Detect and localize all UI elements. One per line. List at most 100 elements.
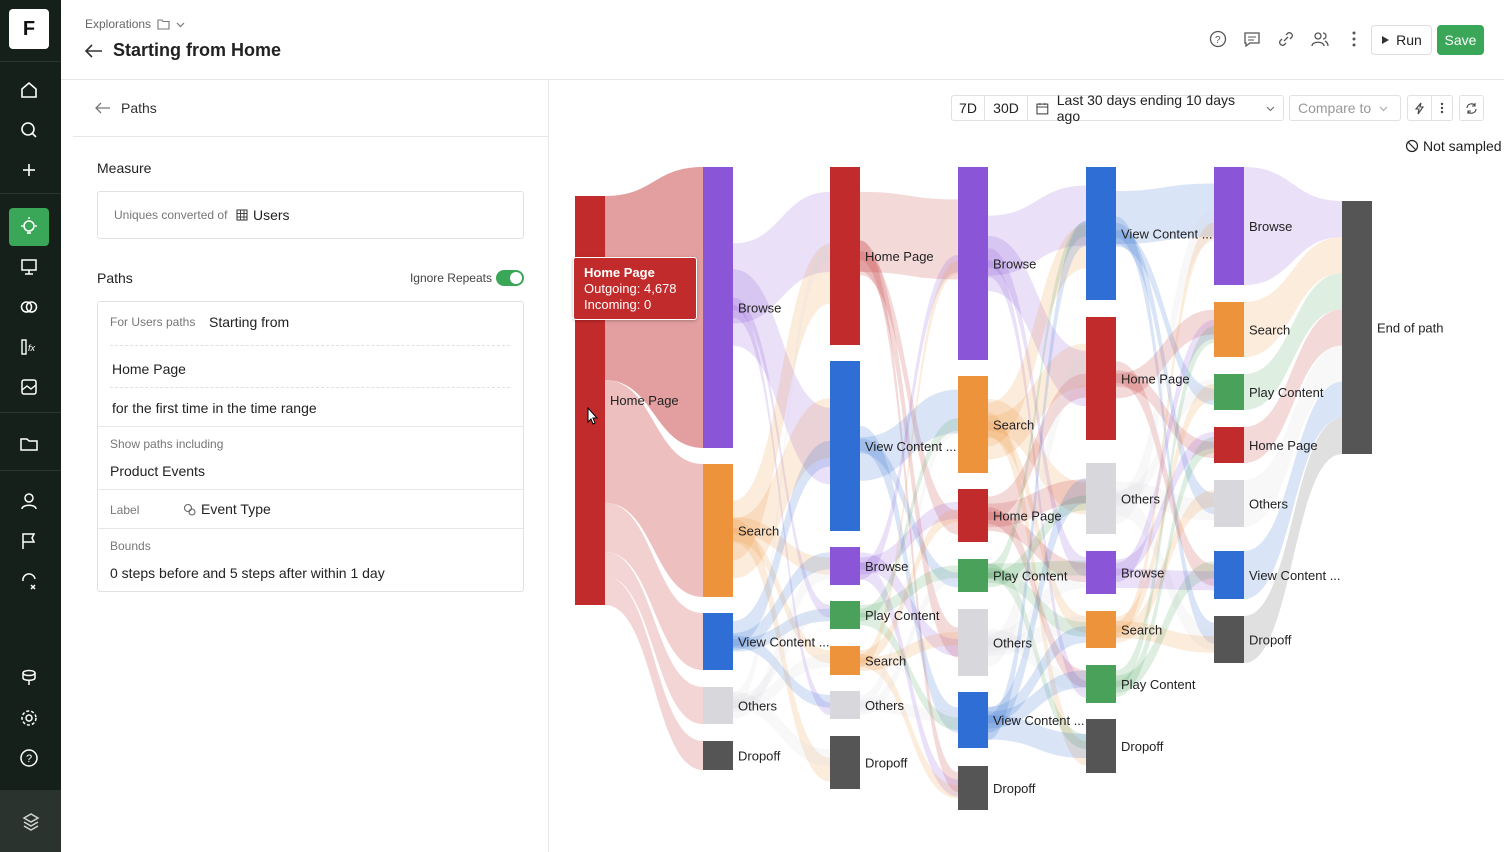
sankey-link[interactable] — [860, 418, 958, 622]
starting-from-select[interactable]: Starting from — [209, 314, 290, 330]
app-logo[interactable]: F — [9, 9, 49, 49]
sankey-link[interactable] — [733, 440, 830, 647]
sankey-link[interactable] — [733, 518, 830, 782]
sankey-node[interactable] — [830, 736, 860, 789]
sankey-node[interactable] — [830, 691, 860, 719]
sankey-link[interactable] — [1116, 494, 1214, 651]
sankey-link[interactable] — [860, 251, 958, 535]
sankey-link[interactable] — [1244, 273, 1342, 410]
sankey-link[interactable] — [733, 604, 830, 709]
sankey-link[interactable] — [860, 240, 958, 792]
sankey-link[interactable] — [1244, 381, 1342, 599]
sankey-link[interactable] — [605, 551, 703, 724]
sankey-link[interactable] — [860, 653, 958, 799]
ignore-repeats-toggle[interactable] — [496, 270, 524, 286]
sankey-node[interactable] — [1086, 719, 1116, 773]
date-range-select[interactable]: Last 30 days ending 10 days ago — [1027, 92, 1284, 124]
sankey-link[interactable] — [860, 421, 958, 708]
sankey-link[interactable] — [733, 516, 830, 575]
sankey-link[interactable] — [733, 692, 830, 766]
sankey-link[interactable] — [605, 502, 703, 670]
sankey-link[interactable] — [733, 552, 830, 651]
sankey-link[interactable] — [860, 508, 958, 664]
sankey-link[interactable] — [988, 260, 1086, 698]
sankey-link[interactable] — [733, 398, 830, 579]
sankey-node[interactable] — [1086, 665, 1116, 703]
sankey-link[interactable] — [733, 527, 830, 664]
sankey-link[interactable] — [1116, 432, 1214, 576]
search-icon[interactable] — [12, 113, 46, 147]
sankey-link[interactable] — [1116, 481, 1214, 521]
sankey-link[interactable] — [988, 616, 1086, 656]
sankey-node[interactable] — [1086, 551, 1116, 594]
breadcrumb[interactable]: Explorations — [85, 17, 185, 31]
sankey-link[interactable] — [988, 568, 1086, 637]
presentation-icon[interactable] — [12, 250, 46, 284]
flag-icon[interactable] — [12, 524, 46, 558]
sankey-link[interactable] — [860, 240, 958, 658]
more-vertical-icon[interactable] — [1431, 95, 1453, 121]
sankey-link[interactable] — [860, 632, 958, 671]
share-users-icon[interactable] — [1310, 28, 1330, 50]
run-button[interactable]: Run — [1371, 25, 1432, 55]
product-events-select[interactable]: Product Events — [110, 463, 205, 479]
sankey-link[interactable] — [860, 254, 958, 580]
range-7d-button[interactable]: 7D — [951, 95, 985, 121]
sankey-link[interactable] — [988, 185, 1086, 276]
measure-box[interactable]: Uniques converted of Users — [97, 191, 524, 239]
sankey-link[interactable] — [988, 715, 1086, 759]
lightning-icon[interactable] — [1407, 95, 1432, 121]
save-button[interactable]: Save — [1437, 25, 1484, 55]
sankey-link[interactable] — [1116, 436, 1214, 697]
sankey-link[interactable] — [860, 260, 958, 668]
workspace-icon[interactable] — [0, 790, 61, 852]
sankey-node[interactable] — [703, 613, 733, 670]
sankey-node[interactable] — [1214, 302, 1244, 357]
sankey-link[interactable] — [988, 235, 1086, 407]
range-30d-button[interactable]: 30D — [984, 95, 1028, 121]
sankey-node[interactable] — [1086, 167, 1116, 300]
sankey-link[interactable] — [1116, 309, 1214, 399]
more-vertical-icon[interactable] — [1344, 28, 1364, 50]
refresh-icon[interactable] — [1459, 95, 1484, 121]
sankey-link[interactable] — [988, 628, 1086, 693]
experiments-icon[interactable] — [12, 564, 46, 598]
sankey-link[interactable] — [1244, 167, 1342, 285]
sankey-node[interactable] — [1214, 427, 1244, 463]
sankey-link[interactable] — [1116, 222, 1214, 515]
sankey-link[interactable] — [733, 653, 830, 713]
sankey-link[interactable] — [1116, 210, 1214, 525]
sankey-link[interactable] — [733, 244, 830, 561]
sankey-link[interactable] — [988, 412, 1086, 766]
sankey-link[interactable] — [860, 191, 958, 280]
sankey-link[interactable] — [988, 568, 1086, 653]
segments-icon[interactable] — [12, 290, 46, 324]
sankey-link[interactable] — [988, 670, 1086, 729]
sankey-link[interactable] — [988, 479, 1086, 528]
sankey-link[interactable] — [605, 576, 703, 770]
sankey-link[interactable] — [1244, 417, 1342, 663]
breadcrumb-label[interactable]: Explorations — [85, 17, 152, 31]
bounds-value[interactable]: 0 steps before and 5 steps after within … — [110, 565, 385, 581]
image-icon[interactable] — [12, 370, 46, 404]
label-select[interactable]: Event Type — [183, 501, 271, 517]
sankey-link[interactable] — [1116, 216, 1214, 644]
sankey-link[interactable] — [733, 562, 830, 719]
sankey-link[interactable] — [1116, 222, 1214, 638]
sankey-link[interactable] — [988, 220, 1086, 741]
sankey-link[interactable] — [1116, 370, 1214, 458]
sankey-node[interactable] — [958, 559, 988, 592]
sankey-link[interactable] — [1244, 237, 1342, 357]
sankey-link[interactable] — [733, 608, 830, 652]
sankey-node[interactable] — [830, 167, 860, 345]
back-arrow-icon[interactable] — [95, 102, 111, 114]
sankey-link[interactable] — [860, 438, 958, 588]
sankey-link[interactable] — [1116, 326, 1214, 688]
help-icon[interactable]: ? — [12, 741, 46, 775]
sankey-link[interactable] — [733, 304, 830, 716]
sankey-link[interactable] — [1116, 621, 1214, 653]
comment-icon[interactable] — [1242, 28, 1262, 50]
back-label[interactable]: Paths — [121, 100, 157, 116]
home-icon[interactable] — [12, 73, 46, 107]
folder-icon[interactable] — [157, 18, 170, 30]
